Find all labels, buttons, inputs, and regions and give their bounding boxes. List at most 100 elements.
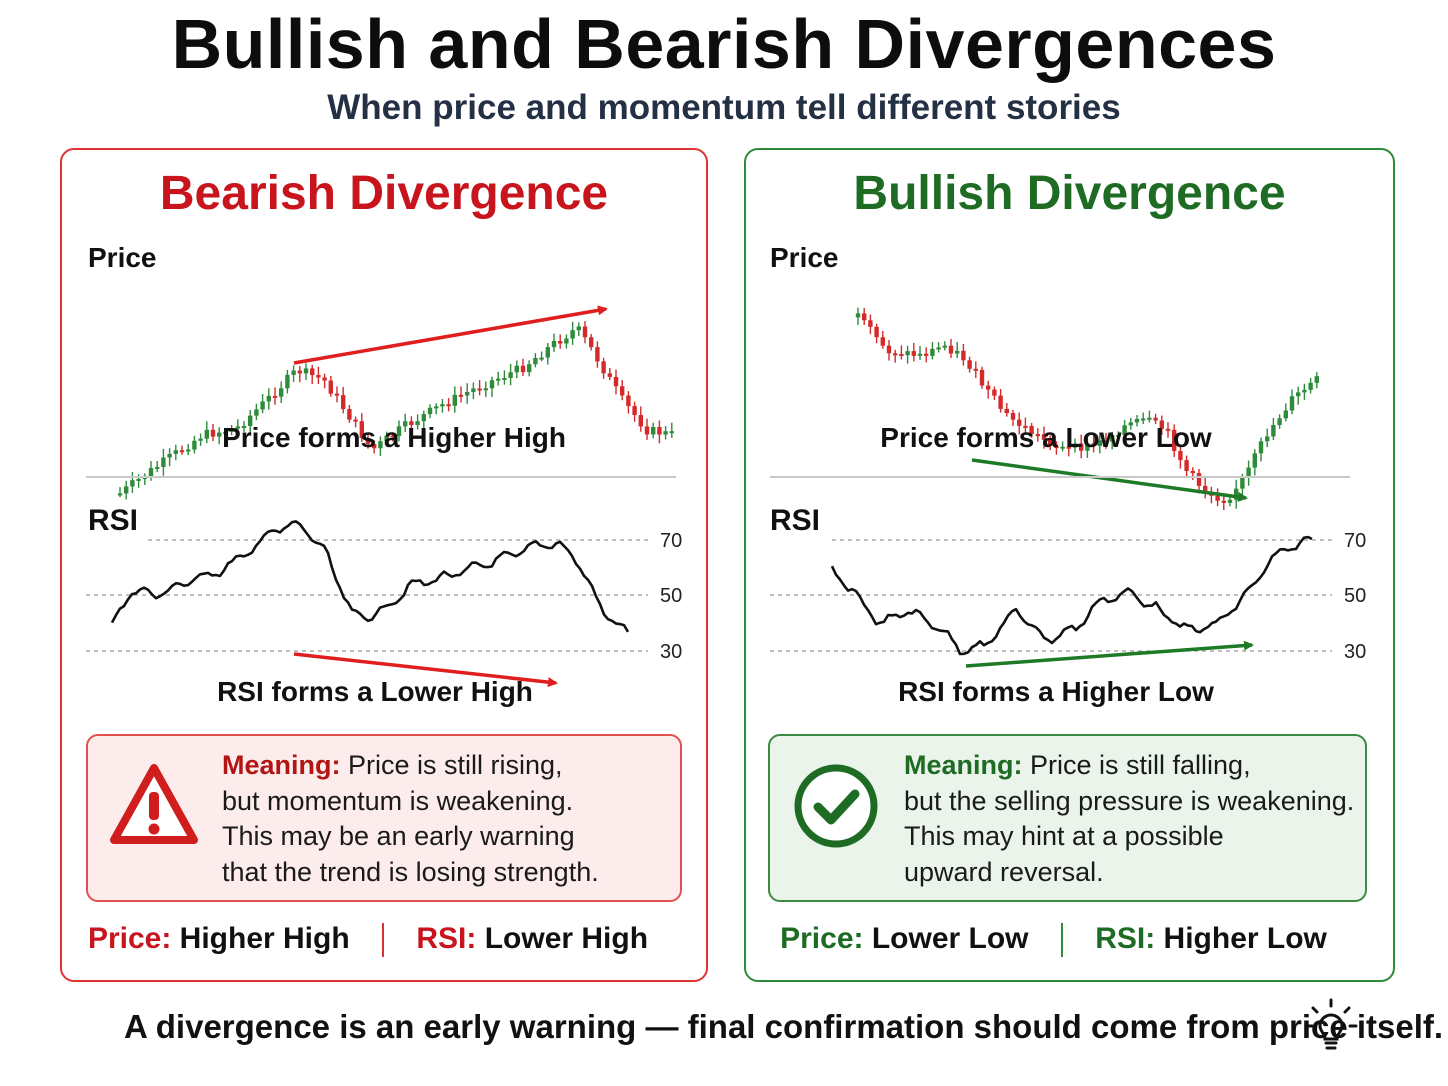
bear-price-candle-89 xyxy=(669,431,674,434)
bear-price-candle-56 xyxy=(465,391,470,396)
bear-price-candle-58 xyxy=(477,388,482,391)
bear-price-candle-18 xyxy=(229,428,234,432)
bull-price-candle-8 xyxy=(905,351,910,356)
bear-price-candle-71 xyxy=(558,340,563,344)
bear-meaning-text: Meaning: Price is still rising, but mome… xyxy=(222,748,599,890)
bear-price-chart xyxy=(117,305,674,500)
bull-price-candle-28 xyxy=(1029,425,1034,435)
bear-price-candle-88 xyxy=(663,431,668,435)
bear-meaning-line-1: Price is still rising, xyxy=(348,750,563,780)
bear-price-candle-80 xyxy=(613,376,619,387)
bull-price-candle-61 xyxy=(1234,488,1239,500)
bull-price-candle-14 xyxy=(942,345,947,348)
bear-rsi-chart xyxy=(86,520,648,688)
bear-price-candle-11 xyxy=(186,449,191,452)
bull-meaning-line-4: upward reversal. xyxy=(904,856,1104,887)
bull-price-caption: Price forms a Lower Low xyxy=(880,422,1212,453)
bull-divider xyxy=(770,476,1350,478)
bull-price-candle-33 xyxy=(1060,446,1065,449)
bear-price-candle-60 xyxy=(489,380,495,389)
bull-price-candle-70 xyxy=(1289,396,1295,411)
bull-price-candle-63 xyxy=(1246,467,1251,478)
bull-price-candle-9 xyxy=(911,351,916,356)
bull-price-candle-16 xyxy=(955,350,960,354)
bear-meaning-key: Meaning: xyxy=(222,750,341,780)
bear-price-candle-51 xyxy=(434,406,439,409)
bull-rsi-line xyxy=(830,535,1313,656)
bull-price-candle-42 xyxy=(1116,434,1121,437)
bear-price-candle-25 xyxy=(272,395,278,398)
bear-price-candle-83 xyxy=(632,406,637,416)
bear-rsi-label: RSI xyxy=(88,504,139,537)
bear-summary-price-value: Higher High xyxy=(179,922,350,955)
bull-price-candle-54 xyxy=(1190,470,1195,474)
bear-price-candle-59 xyxy=(483,388,488,391)
bear-price-candle-64 xyxy=(514,365,519,373)
bull-price-candle-35 xyxy=(1072,443,1078,448)
bear-price-candle-20 xyxy=(241,426,247,429)
bearish-panel: Bearish Divergence Price Price forms a H… xyxy=(60,148,708,982)
bear-price-candle-73 xyxy=(570,330,575,339)
bear-price-candle-37 xyxy=(347,409,352,420)
bear-price-candle-14 xyxy=(204,429,209,439)
bear-price-candle-31 xyxy=(310,368,315,376)
bear-price-candle-32 xyxy=(316,375,321,378)
bull-price-candle-71 xyxy=(1296,392,1301,397)
bear-price-candle-30 xyxy=(303,368,309,374)
bull-rsi-arrow xyxy=(965,640,1254,668)
bull-price-candle-74 xyxy=(1314,376,1319,383)
bear-price-candle-50 xyxy=(427,407,433,415)
page-title: Bullish and Bearish Divergences xyxy=(171,5,1277,83)
bull-rsi-label: RSI xyxy=(770,504,821,537)
bear-price-candle-35 xyxy=(334,393,340,396)
bull-price-candle-69 xyxy=(1283,410,1288,419)
bear-divider xyxy=(86,476,676,478)
bear-price-candle-26 xyxy=(279,388,284,397)
bull-price-candle-17 xyxy=(961,350,966,361)
bear-price-candle-43 xyxy=(384,435,389,442)
bull-summary-price-value: Lower Low xyxy=(871,922,1029,955)
bull-price-arrow xyxy=(971,458,1248,502)
lightbulb-icon xyxy=(1304,998,1358,1050)
bull-price-candle-13 xyxy=(936,347,941,350)
bull-price-candle-52 xyxy=(1178,450,1183,461)
bear-price-candle-12 xyxy=(192,440,197,450)
bear-rsi-level-30: 30 xyxy=(660,641,683,663)
checkmark-icon xyxy=(794,764,878,848)
bear-price-candle-84 xyxy=(638,415,643,427)
bear-price-candle-3 xyxy=(136,478,141,481)
bull-price-candle-36 xyxy=(1079,443,1084,451)
bear-price-candle-87 xyxy=(657,427,662,435)
bear-price-candle-54 xyxy=(452,394,457,406)
bull-price-candle-51 xyxy=(1172,429,1177,451)
bull-price-candle-68 xyxy=(1277,418,1282,425)
bear-price-candle-72 xyxy=(564,338,569,344)
bear-summary-separator xyxy=(382,923,385,958)
bear-price-candle-52 xyxy=(440,404,445,407)
bull-price-candle-47 xyxy=(1147,417,1152,420)
bull-price-candle-55 xyxy=(1196,473,1202,486)
bear-price-candle-68 xyxy=(539,357,544,360)
bear-price-candle-57 xyxy=(471,388,476,392)
bull-price-candle-62 xyxy=(1240,477,1245,489)
bull-price-candle-24 xyxy=(1004,408,1009,414)
bear-price-candle-82 xyxy=(626,395,631,407)
bear-price-candle-81 xyxy=(620,386,625,396)
bear-rsi-arrow xyxy=(293,652,558,688)
bull-price-chart xyxy=(855,307,1319,511)
bear-price-candle-7 xyxy=(161,457,166,467)
bull-rsi-level-50: 50 xyxy=(1344,585,1367,607)
bull-price-candle-66 xyxy=(1265,436,1270,442)
bull-price-candle-50 xyxy=(1165,428,1171,431)
bear-price-candle-33 xyxy=(322,377,327,381)
bear-price-candle-28 xyxy=(291,370,296,375)
bear-price-candle-75 xyxy=(582,326,588,338)
bull-price-candle-73 xyxy=(1308,382,1313,390)
bull-rsi-chart xyxy=(770,535,1332,668)
bear-price-candle-46 xyxy=(403,421,408,427)
bull-price-candle-41 xyxy=(1110,435,1115,442)
bear-price-candle-21 xyxy=(248,415,253,427)
bull-meaning-text: Meaning: Price is still falling, but the… xyxy=(904,748,1354,890)
bear-price-candle-62 xyxy=(502,377,507,380)
bear-price-candle-17 xyxy=(223,431,228,434)
